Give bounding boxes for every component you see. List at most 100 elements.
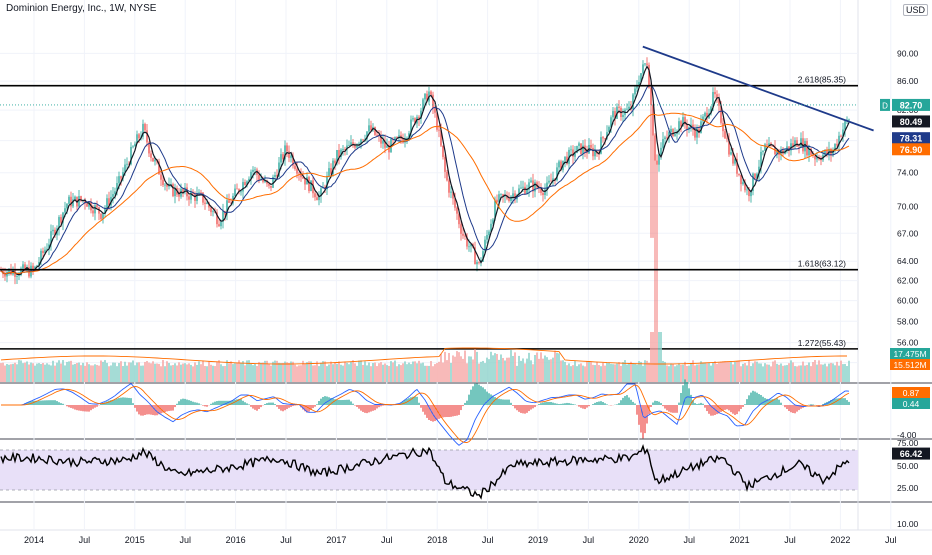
candle-body [294,166,295,169]
candle-body [844,121,845,129]
macd-histogram-bar [510,403,512,405]
candle-body [660,148,661,155]
volume-bar [332,364,334,382]
macd-histogram-bar [522,405,524,413]
macd-histogram-bar [844,398,846,405]
volume-bar [234,363,236,382]
volume-bar [636,365,638,382]
volume-bar [518,356,520,382]
volume-bar [70,361,72,382]
y-tick-label: 86.00 [897,76,919,86]
volume-bar [100,360,102,382]
macd-histogram-bar [724,405,726,410]
x-tick-label: Jul [583,535,595,545]
volume-bar [2,363,4,382]
macd-histogram-bar [122,397,124,405]
candle-body [714,92,715,94]
volume-bar [220,364,222,382]
volume-bar [132,360,134,382]
candle-body [740,175,741,184]
candle-body [290,156,291,158]
macd-histogram-bar [848,402,850,405]
macd-histogram-bar [668,405,670,412]
candle-body [42,251,43,253]
volume-bar [432,366,434,382]
macd-histogram-bar [94,405,96,408]
macd-histogram-bar [524,405,526,414]
volume-bar [296,366,298,382]
volume-bar [748,361,750,382]
volume-bar [634,364,636,382]
volume-bar [280,363,282,382]
candle-body [70,197,71,207]
volume-bar [746,365,748,382]
volume-bar [402,363,404,382]
candle-body [612,111,613,117]
macd-histogram-bar [92,405,94,409]
macd-histogram-bar [604,403,606,405]
macd-histogram-bar [446,405,448,417]
volume-bar [500,354,502,382]
y-tick-label: 50.00 [897,461,919,471]
candle-body [240,191,241,192]
volume-bar [212,366,214,382]
volume-bar [226,360,228,382]
volume-bar [590,362,592,382]
macd-histogram-bar [594,403,596,405]
volume-bar [512,356,514,382]
volume-bar [716,364,718,382]
volume-bar [562,360,564,382]
volume-bar [222,366,224,382]
volume-bar [674,366,676,382]
candle-body [442,146,443,157]
macd-histogram-bar [198,403,200,405]
candle-body [212,211,213,212]
macd-histogram-bar [526,405,528,413]
macd-histogram-bar [80,405,82,411]
macd-histogram-bar [144,405,146,415]
volume-bar [578,364,580,382]
macd-histogram-bar [752,391,754,405]
macd-histogram-bar [314,405,316,407]
volume-bar [584,366,586,382]
macd-histogram-bar [60,403,62,405]
volume-bar [160,366,162,382]
volume-bar [680,365,682,382]
macd-histogram-bar [678,403,680,405]
volume-bar [648,363,650,382]
macd-histogram-bar [352,404,354,405]
volume-bar [18,360,20,382]
macd-histogram-bar [72,405,74,409]
volume-bar [124,362,126,382]
volume-bar [364,361,366,382]
macd-histogram-bar [274,404,276,405]
macd-histogram-bar [278,405,280,409]
macd-histogram-bar [250,405,252,407]
volume-bar [600,366,602,382]
macd-histogram-bar [556,404,558,405]
macd-histogram-bar [658,402,660,405]
candle-body [182,189,183,192]
volume-bar [604,366,606,382]
candle-body [126,164,127,165]
volume-bar [352,360,354,382]
volume-bar [64,365,66,382]
volume-bar [382,365,384,382]
currency-badge[interactable]: USD [903,4,928,16]
volume-bar [818,360,820,382]
macd-histogram-bar [662,405,664,406]
volume-bar [228,363,230,382]
candle-body [198,192,199,193]
macd-histogram-bar [728,405,730,410]
volume-bar [672,364,674,382]
macd-histogram-bar [62,404,64,405]
candle-body [524,187,525,194]
macd-histogram-bar [458,405,460,415]
volume-bar [62,360,64,382]
macd-label-text: 0.44 [903,399,920,409]
macd-histogram-bar [602,402,604,405]
fib-level-label: 1.618(63.12) [798,259,846,269]
candle-body [164,185,165,186]
